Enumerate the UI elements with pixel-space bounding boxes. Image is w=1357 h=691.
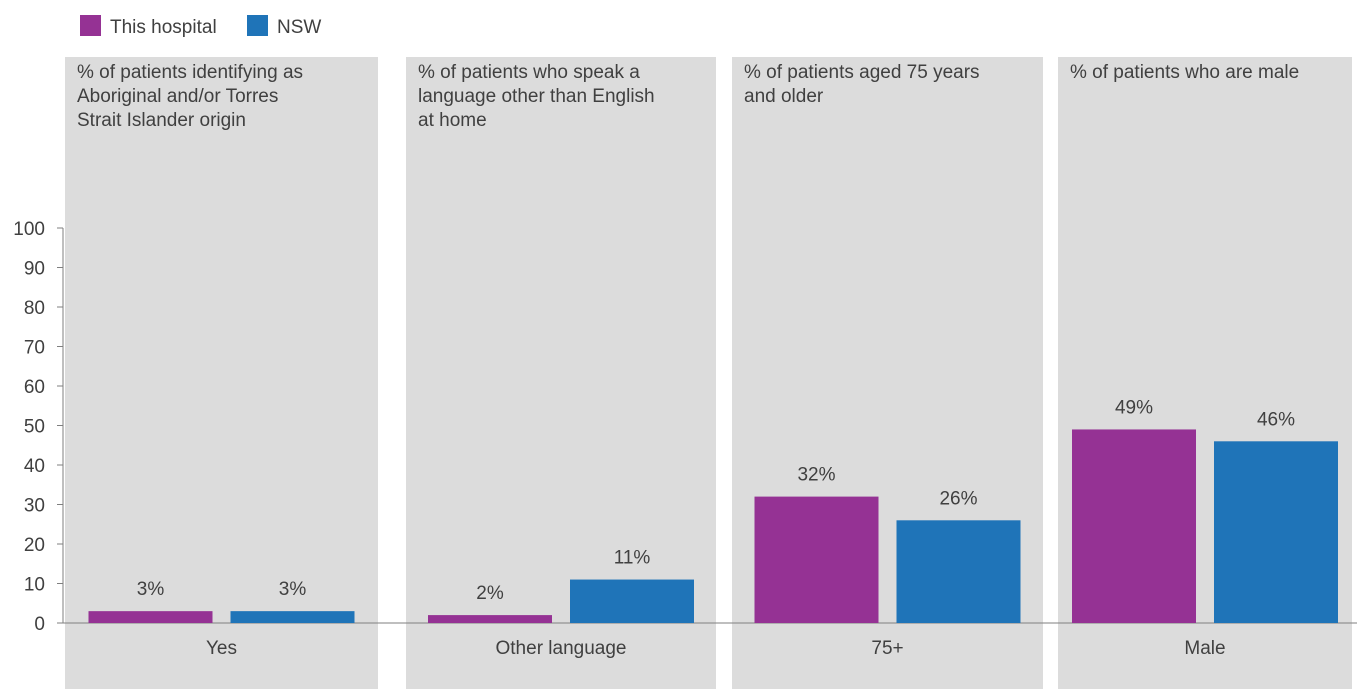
bar-nsw (230, 611, 355, 623)
data-label: 49% (1115, 397, 1153, 418)
bars (88, 429, 1338, 623)
bar-nsw (896, 520, 1021, 623)
y-tick-label: 20 (24, 535, 45, 556)
panel-title-line: Aboriginal and/or Torres (77, 86, 278, 107)
y-tick-label: 40 (24, 456, 45, 477)
data-label: 11% (614, 548, 651, 569)
panel-title-line: at home (418, 110, 487, 131)
data-label: 46% (1257, 409, 1295, 430)
panel-title-line: % of patients who speak a (418, 62, 640, 83)
panel-title-line: Strait Islander origin (77, 110, 246, 131)
y-tick-label: 10 (24, 575, 45, 596)
legend-label: NSW (277, 17, 321, 38)
y-tick-label: 70 (24, 338, 45, 359)
category-label: Other language (496, 638, 627, 659)
data-label: 26% (939, 488, 977, 509)
legend-swatch-nsw (247, 15, 268, 36)
panel-title: % of patients identifying as Aboriginal a… (77, 62, 303, 131)
category-label: Yes (206, 638, 237, 659)
panel-title-line: % of patients identifying as (77, 62, 303, 83)
data-label: 3% (137, 579, 165, 600)
panel-title-line: language other than English (418, 86, 655, 107)
bar-nsw (570, 579, 694, 623)
y-tick-label: 100 (13, 219, 45, 240)
category-label: 75+ (871, 638, 903, 659)
panel-title: % of patients who are male (1070, 62, 1299, 83)
y-tick-label: 0 (34, 614, 45, 635)
legend-label: This hospital (110, 17, 217, 38)
legend: This hospital NSW (80, 15, 321, 38)
y-tick-label: 30 (24, 496, 45, 517)
bar-this-hospital (1072, 429, 1196, 623)
panel-title: % of patients who speak a language other … (418, 62, 655, 131)
data-label: 2% (476, 583, 504, 604)
legend-swatch-this-hospital (80, 15, 101, 36)
y-tick-label: 90 (24, 259, 45, 280)
panel-title: % of patients aged 75 years and older (744, 62, 980, 107)
panel-title-line: % of patients who are male (1070, 62, 1299, 83)
bar-nsw (1214, 441, 1338, 623)
panel-title-line: % of patients aged 75 years (744, 62, 980, 83)
data-label: 32% (797, 465, 835, 486)
y-tick-label: 50 (24, 417, 45, 438)
category-label: Male (1184, 638, 1225, 659)
bar-this-hospital (428, 615, 552, 623)
data-label: 3% (279, 579, 307, 600)
panel-background (65, 57, 378, 689)
bar-this-hospital (754, 496, 879, 623)
labels: % of patients identifying as Aboriginal a… (77, 62, 1299, 659)
panel-title-line: and older (744, 86, 824, 107)
y-tick-label: 60 (24, 377, 45, 398)
bar-this-hospital (88, 611, 213, 623)
y-tick-label: 80 (24, 298, 45, 319)
